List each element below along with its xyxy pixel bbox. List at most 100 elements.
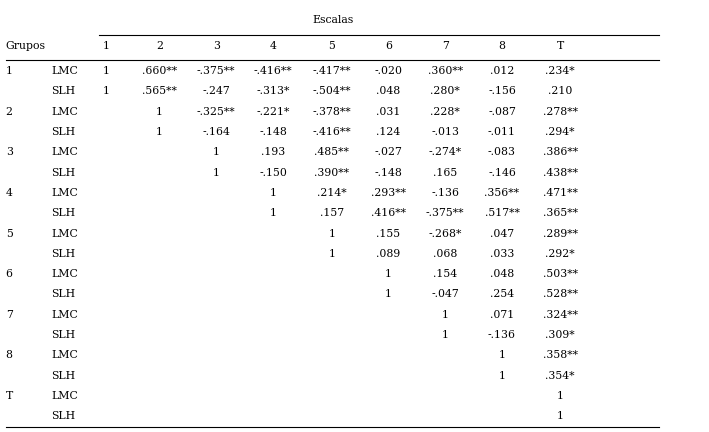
Text: -.268*: -.268* (428, 229, 462, 238)
Text: 1: 1 (557, 411, 564, 421)
Text: .503**: .503** (542, 269, 578, 279)
Text: .309*: .309* (545, 330, 575, 340)
Text: 3: 3 (213, 41, 220, 51)
Text: .157: .157 (320, 208, 344, 218)
Text: 6: 6 (385, 41, 392, 51)
Text: -.247: -.247 (202, 86, 230, 96)
Text: -.375**: -.375** (197, 66, 235, 76)
Text: .517**: .517** (484, 208, 520, 218)
Text: -.148: -.148 (374, 168, 403, 178)
Text: 7: 7 (6, 310, 13, 320)
Text: .438**: .438** (542, 168, 578, 178)
Text: 1: 1 (498, 371, 506, 381)
Text: .280*: .280* (430, 86, 460, 96)
Text: -.416**: -.416** (313, 127, 351, 137)
Text: SLH: SLH (51, 411, 75, 421)
Text: 8: 8 (498, 41, 506, 51)
Text: -.020: -.020 (374, 66, 403, 76)
Text: .165: .165 (433, 168, 457, 178)
Text: SLH: SLH (51, 371, 75, 381)
Text: LMC: LMC (51, 188, 78, 198)
Text: .386**: .386** (542, 147, 578, 157)
Text: .124: .124 (376, 127, 401, 137)
Text: 4: 4 (269, 41, 277, 51)
Text: -.136: -.136 (488, 330, 516, 340)
Text: LMC: LMC (51, 391, 78, 401)
Text: .033: .033 (490, 249, 514, 259)
Text: -.274*: -.274* (429, 147, 462, 157)
Text: -.221*: -.221* (256, 107, 290, 117)
Text: -.164: -.164 (202, 127, 230, 137)
Text: -.013: -.013 (431, 127, 459, 137)
Text: .289**: .289** (542, 229, 578, 238)
Text: 1: 1 (328, 249, 335, 259)
Text: -.011: -.011 (488, 127, 516, 137)
Text: -.087: -.087 (488, 107, 516, 117)
Text: .071: .071 (490, 310, 514, 320)
Text: SLH: SLH (51, 208, 75, 218)
Text: 1: 1 (156, 127, 163, 137)
Text: 1: 1 (103, 41, 110, 51)
Text: -.313*: -.313* (256, 86, 290, 96)
Text: .068: .068 (433, 249, 457, 259)
Text: LMC: LMC (51, 229, 78, 238)
Text: SLH: SLH (51, 168, 75, 178)
Text: 1: 1 (385, 269, 392, 279)
Text: 1: 1 (103, 66, 110, 76)
Text: .193: .193 (261, 147, 285, 157)
Text: .214*: .214* (317, 188, 347, 198)
Text: 1: 1 (498, 350, 506, 360)
Text: SLH: SLH (51, 86, 75, 96)
Text: 7: 7 (442, 41, 449, 51)
Text: 1: 1 (385, 289, 392, 299)
Text: -.416**: -.416** (254, 66, 292, 76)
Text: LMC: LMC (51, 66, 78, 76)
Text: .031: .031 (376, 107, 401, 117)
Text: SLH: SLH (51, 289, 75, 299)
Text: T: T (6, 391, 13, 401)
Text: -.156: -.156 (488, 86, 516, 96)
Text: .358**: .358** (542, 350, 578, 360)
Text: 1: 1 (269, 208, 277, 218)
Text: 1: 1 (156, 107, 163, 117)
Text: .278**: .278** (542, 107, 578, 117)
Text: -.504**: -.504** (313, 86, 351, 96)
Text: 1: 1 (269, 188, 277, 198)
Text: .154: .154 (433, 269, 457, 279)
Text: .048: .048 (376, 86, 401, 96)
Text: .528**: .528** (542, 289, 578, 299)
Text: 2: 2 (6, 107, 13, 117)
Text: .660**: .660** (142, 66, 177, 76)
Text: .471**: .471** (542, 188, 578, 198)
Text: .228*: .228* (430, 107, 460, 117)
Text: SLH: SLH (51, 249, 75, 259)
Text: -.325**: -.325** (197, 107, 235, 117)
Text: 1: 1 (328, 229, 335, 238)
Text: -.136: -.136 (431, 188, 459, 198)
Text: .565**: .565** (142, 86, 177, 96)
Text: LMC: LMC (51, 107, 78, 117)
Text: T: T (557, 41, 564, 51)
Text: 1: 1 (213, 147, 220, 157)
Text: 8: 8 (6, 350, 13, 360)
Text: Grupos: Grupos (6, 41, 45, 51)
Text: .210: .210 (548, 86, 572, 96)
Text: SLH: SLH (51, 330, 75, 340)
Text: .012: .012 (490, 66, 514, 76)
Text: 4: 4 (6, 188, 13, 198)
Text: .356**: .356** (484, 188, 520, 198)
Text: .324**: .324** (542, 310, 578, 320)
Text: .292*: .292* (545, 249, 575, 259)
Text: .390**: .390** (314, 168, 350, 178)
Text: SLH: SLH (51, 127, 75, 137)
Text: Escalas: Escalas (313, 15, 354, 25)
Text: LMC: LMC (51, 147, 78, 157)
Text: LMC: LMC (51, 350, 78, 360)
Text: -.083: -.083 (488, 147, 516, 157)
Text: 1: 1 (6, 66, 13, 76)
Text: 6: 6 (6, 269, 13, 279)
Text: .089: .089 (376, 249, 401, 259)
Text: 1: 1 (442, 330, 449, 340)
Text: .294*: .294* (545, 127, 575, 137)
Text: .155: .155 (376, 229, 401, 238)
